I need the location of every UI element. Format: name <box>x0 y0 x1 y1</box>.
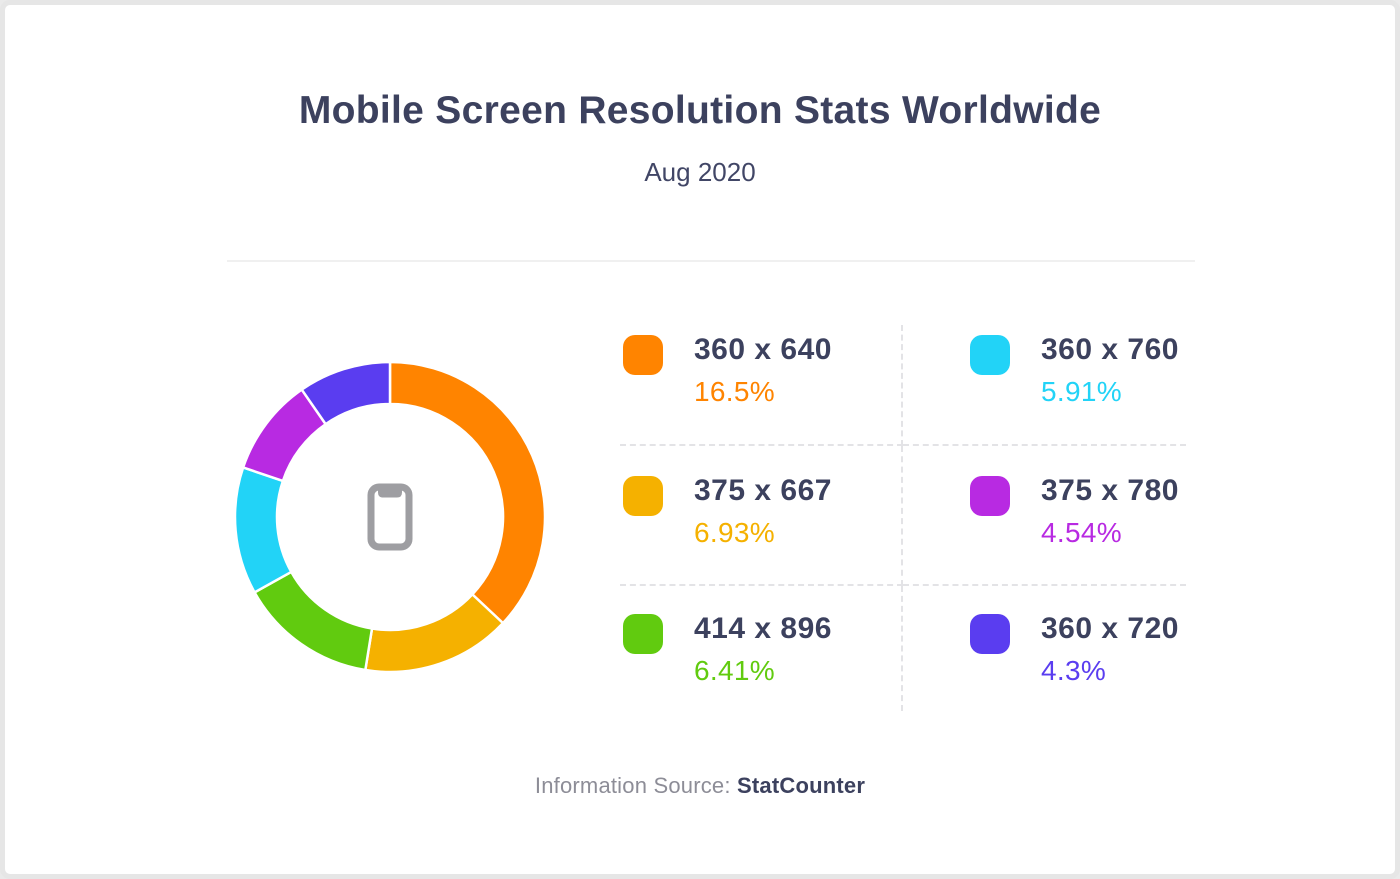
legend-label: 414 x 896 <box>694 612 832 645</box>
legend-percent: 6.41% <box>694 654 775 686</box>
donut-segment-375x667 <box>364 593 505 674</box>
legend-item-360x760: 360 x 760 5.91% <box>903 325 1186 446</box>
legend-text: 375 x 667 6.93% <box>694 475 832 549</box>
donut-chart-svg <box>233 360 547 674</box>
legend-item-360x640: 360 x 640 16.5% <box>620 325 903 446</box>
legend-swatch <box>623 614 663 654</box>
legend-swatch <box>970 335 1010 375</box>
donut-segment-360x720 <box>300 360 392 426</box>
legend-swatch <box>623 335 663 375</box>
legend-swatch <box>970 476 1010 516</box>
page-subtitle: Aug 2020 <box>644 157 756 187</box>
donut-segment-360x760 <box>233 466 293 594</box>
legend-swatch <box>623 476 663 516</box>
legend-text: 414 x 896 6.41% <box>694 613 832 687</box>
donut-segment-360x640 <box>388 360 547 625</box>
legend-text: 360 x 640 16.5% <box>694 334 832 408</box>
donut-segments <box>233 360 547 674</box>
source-label: Information Source: <box>534 773 731 798</box>
legend-text: 375 x 780 4.54% <box>1041 475 1179 549</box>
legend-percent: 4.54% <box>1041 516 1122 548</box>
legend-item-375x780: 375 x 780 4.54% <box>903 446 1186 586</box>
smartphone-icon <box>367 483 413 551</box>
legend-item-375x667: 375 x 667 6.93% <box>620 446 903 586</box>
legend-percent: 4.3% <box>1041 654 1107 686</box>
legend-label: 375 x 667 <box>694 474 832 507</box>
legend-percent: 16.5% <box>694 375 775 407</box>
donut-segment-414x896 <box>253 570 374 672</box>
header-divider <box>227 260 1195 262</box>
legend-percent: 6.93% <box>694 516 775 548</box>
legend-label: 360 x 720 <box>1041 612 1179 645</box>
source-name: StatCounter <box>737 773 866 798</box>
legend-label: 360 x 640 <box>694 333 832 366</box>
source-note: Information Source: StatCounter <box>5 773 1395 799</box>
legend-label: 375 x 780 <box>1041 474 1179 507</box>
legend: 360 x 640 16.5% 360 x 760 5.91% 375 x 66… <box>620 325 1186 711</box>
legend-item-414x896: 414 x 896 6.41% <box>620 586 903 711</box>
donut-chart <box>230 357 550 677</box>
legend-label: 360 x 760 <box>1041 333 1179 366</box>
page-title: Mobile Screen Resolution Stats Worldwide <box>298 89 1102 132</box>
legend-percent: 5.91% <box>1041 375 1122 407</box>
legend-item-360x720: 360 x 720 4.3% <box>903 586 1186 711</box>
legend-swatch <box>970 614 1010 654</box>
legend-text: 360 x 760 5.91% <box>1041 334 1179 408</box>
legend-text: 360 x 720 4.3% <box>1041 613 1179 687</box>
